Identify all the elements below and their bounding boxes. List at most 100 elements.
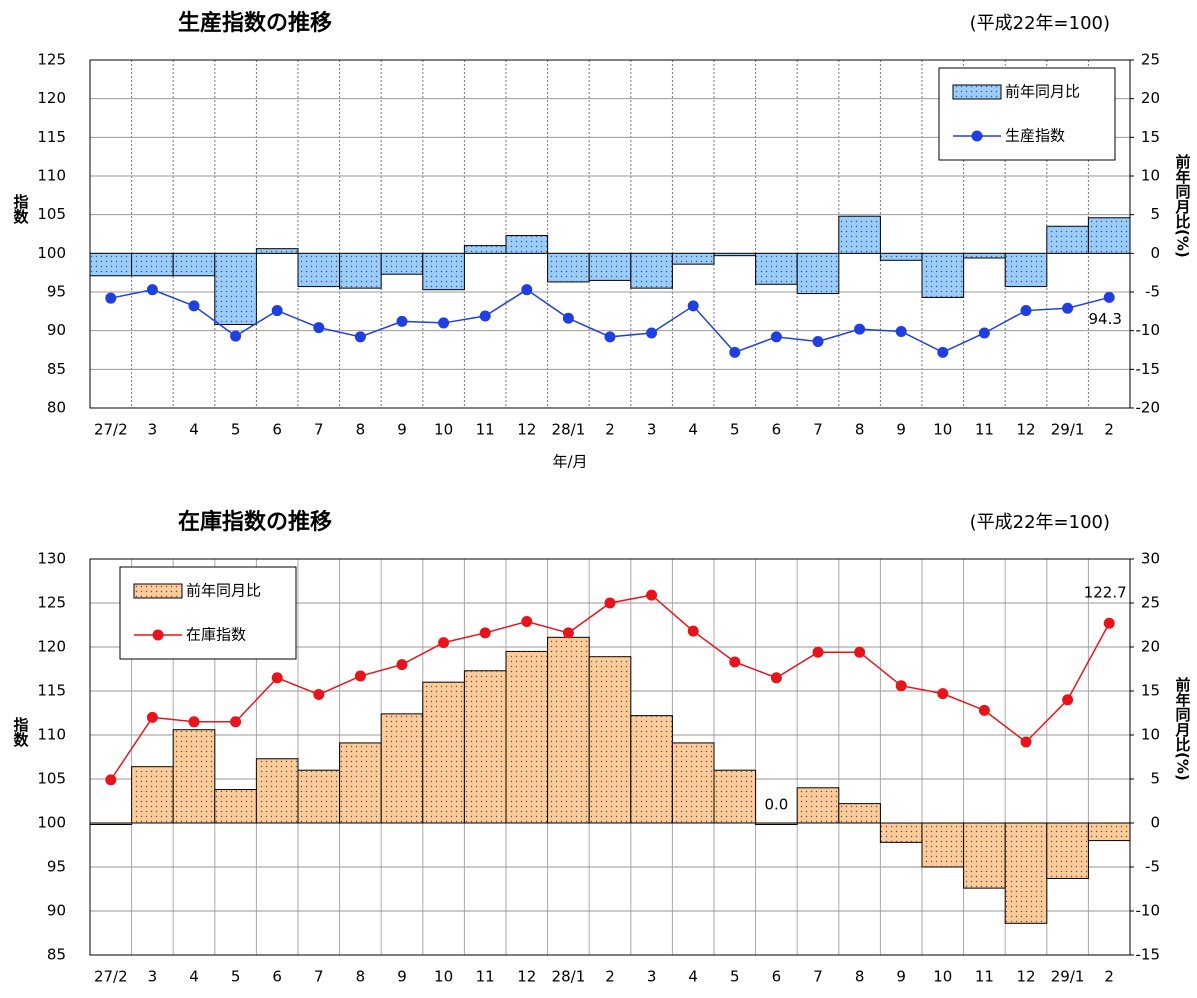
point [646, 327, 658, 339]
point [895, 680, 907, 692]
point [105, 774, 117, 786]
bar-texture [672, 253, 714, 265]
point [854, 646, 866, 658]
x-tick-label: 5 [730, 968, 740, 986]
bar-texture [214, 789, 257, 823]
bar-texture [298, 770, 340, 823]
y2-axis-label: 前年同月比(%) [1174, 153, 1192, 258]
bar-texture [339, 253, 382, 289]
bar-texture [672, 742, 714, 823]
plot-border [89, 59, 1131, 409]
x-tick-label: 4 [688, 421, 698, 439]
point [271, 305, 283, 317]
point [313, 689, 325, 701]
x-tick-label: 2 [605, 421, 615, 439]
point [146, 711, 158, 723]
bar-texture [131, 253, 174, 276]
x-tick-label: 27/2 [94, 968, 128, 986]
y-tick-label: 125 [37, 51, 66, 69]
x-tick-label: 10 [434, 421, 453, 439]
point [812, 646, 824, 658]
y-tick-label: 105 [37, 205, 66, 223]
x-tick-label: 6 [772, 421, 782, 439]
point [729, 346, 741, 358]
x-tick-label: 9 [397, 421, 407, 439]
x-tick-label: 4 [688, 968, 698, 986]
y-tick-label: 85 [47, 360, 66, 378]
y2-tick-label: -5 [1145, 283, 1160, 301]
bar-texture [1046, 823, 1089, 879]
point [521, 615, 533, 627]
x-tick-label: 10 [434, 968, 453, 986]
point [438, 637, 450, 649]
y2-tick-label: 5 [1150, 770, 1160, 788]
point [479, 627, 491, 639]
legend-box [938, 67, 1116, 161]
bar-texture [797, 253, 839, 294]
bar-texture [922, 823, 964, 867]
x-tick-label: 5 [231, 968, 241, 986]
x-tick-label: 28/1 [552, 421, 586, 439]
x-tick-label: 8 [356, 968, 366, 986]
data-label: 0.0 [764, 796, 788, 814]
x-axis-label: 年/月 [552, 453, 587, 471]
bar-texture [589, 253, 631, 281]
y-tick-label: 115 [37, 128, 66, 146]
chart-subtitle: (平成22年=100) [970, 512, 1110, 533]
point [604, 331, 616, 343]
point [146, 284, 158, 296]
y-tick-label: 110 [37, 167, 66, 185]
legend-swatch-texture [134, 584, 182, 598]
bar-texture [256, 758, 298, 823]
plot-border [89, 558, 1131, 956]
x-tick-label: 8 [356, 421, 366, 439]
point [521, 284, 533, 296]
y-axis-label: 指数 [12, 716, 30, 748]
bar-texture [1088, 823, 1130, 841]
bar-texture [506, 235, 548, 254]
x-tick-label: 10 [933, 968, 952, 986]
bar-texture [963, 253, 1006, 258]
bar-texture [755, 253, 798, 285]
x-tick-label: 2 [1104, 421, 1114, 439]
bar-texture [339, 742, 382, 823]
data-label: 94.3 [1088, 310, 1121, 328]
y-tick-label: 85 [47, 946, 66, 964]
x-tick-label: 7 [813, 421, 823, 439]
point [687, 625, 699, 637]
x-tick-label: 4 [189, 968, 199, 986]
legend-label: 生産指数 [1005, 127, 1065, 145]
bar-texture [963, 823, 1006, 889]
x-tick-label: 28/1 [552, 968, 586, 986]
bar-texture [131, 766, 174, 823]
y-tick-label: 80 [47, 399, 66, 417]
data-label: 122.7 [1084, 584, 1127, 602]
chart-subtitle: (平成22年=100) [970, 13, 1110, 34]
bar-texture [506, 651, 548, 823]
point [1103, 291, 1115, 303]
bar-texture [589, 656, 631, 823]
bar-texture [381, 253, 423, 275]
point [438, 317, 450, 329]
legend-marker [152, 629, 164, 641]
y-tick-label: 110 [37, 726, 66, 744]
bar-texture [714, 253, 756, 256]
x-tick-label: 7 [314, 968, 324, 986]
y2-tick-label: 10 [1141, 167, 1160, 185]
bar-texture [90, 253, 132, 276]
bar-texture [422, 253, 465, 290]
bar-texture [464, 245, 506, 254]
legend-label: 在庫指数 [186, 626, 246, 644]
y-tick-label: 90 [47, 902, 66, 920]
bar-texture [381, 713, 423, 823]
x-tick-label: 7 [813, 968, 823, 986]
point [188, 716, 200, 728]
bar-texture [755, 823, 798, 825]
point [937, 688, 949, 700]
point [937, 346, 949, 358]
bar-texture [173, 729, 215, 823]
y-tick-label: 120 [37, 89, 66, 107]
x-tick-label: 7 [314, 421, 324, 439]
bar-texture [1088, 217, 1130, 254]
